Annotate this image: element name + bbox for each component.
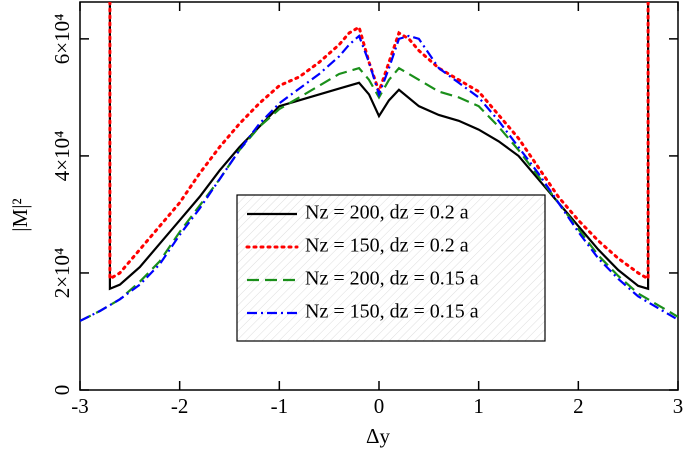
y-tick-label: 2×10⁴ <box>50 248 74 299</box>
y-tick-label: 0 <box>50 385 74 396</box>
plot-frame <box>79 1 679 391</box>
legend-label: Nz = 200, dz = 0.15 a <box>305 268 479 290</box>
series-line <box>108 2 650 291</box>
legend: Nz = 200, dz = 0.2 a Nz = 150, dz = 0.2 a… <box>236 194 546 342</box>
legend-label: Nz = 200, dz = 0.2 a <box>305 202 469 224</box>
y-axis-label: |M|² <box>8 198 32 231</box>
x-tick-label: -2 <box>171 394 189 418</box>
x-tick-label: -3 <box>71 394 89 418</box>
y-tick-label: 4×10⁴ <box>50 131 74 182</box>
series-line <box>80 34 678 322</box>
x-axis-label: Δy <box>366 424 391 448</box>
legend-label: Nz = 150, dz = 0.2 a <box>305 235 469 257</box>
x-tick-label: -1 <box>271 394 289 418</box>
plot-area <box>80 2 678 322</box>
x-tick-label: 0 <box>374 394 385 418</box>
legend-label: Nz = 150, dz = 0.15 a <box>305 301 479 323</box>
x-tick-label: 3 <box>673 394 684 418</box>
x-tick-label: 2 <box>573 394 584 418</box>
legend-box <box>236 194 546 342</box>
y-tick-label: 6×10⁴ <box>50 14 74 65</box>
x-tick-label: 1 <box>473 394 484 418</box>
